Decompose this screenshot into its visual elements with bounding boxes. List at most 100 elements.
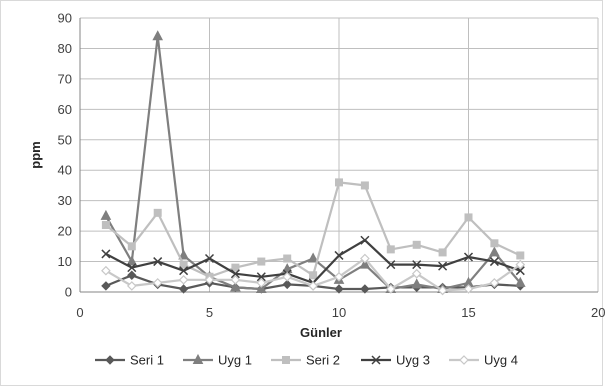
data-point (178, 284, 189, 294)
legend-item-uyg-3: Uyg 3 (361, 353, 430, 368)
y-tick-label: 60 (58, 102, 72, 117)
data-point (334, 284, 344, 294)
y-tick-label: 30 (58, 193, 72, 208)
series-lines (100, 30, 526, 296)
series-uyg-4 (101, 253, 526, 296)
data-point (463, 252, 474, 262)
data-point (230, 269, 240, 279)
data-point (489, 246, 500, 257)
data-point (178, 249, 189, 260)
data-point (514, 276, 526, 287)
y-tick-label: 10 (58, 254, 72, 269)
data-point (411, 278, 423, 289)
x-axis-title: Günler (300, 325, 342, 340)
data-point (101, 281, 111, 291)
legend-marker (192, 353, 204, 364)
legend-marker (459, 355, 469, 365)
legend-label: Seri 2 (306, 353, 340, 368)
legend-label: Uyg 4 (484, 353, 518, 368)
data-point (126, 281, 137, 291)
data-point (153, 208, 162, 217)
data-point (282, 279, 292, 290)
data-point (255, 282, 267, 293)
data-point (359, 258, 371, 269)
data-point (127, 270, 137, 280)
data-point (386, 260, 396, 270)
data-point (437, 285, 448, 296)
data-point (308, 281, 318, 291)
data-point (152, 278, 163, 288)
data-point (179, 266, 189, 276)
data-point (309, 271, 318, 280)
legend-marker (105, 355, 115, 365)
data-point (412, 260, 422, 270)
y-tick-label: 70 (58, 71, 72, 86)
legend-label: Uyg 3 (396, 353, 430, 368)
legend-item-uyg-1: Uyg 1 (183, 353, 252, 368)
data-point (127, 242, 136, 251)
data-point (100, 209, 112, 220)
data-point (204, 253, 215, 264)
tick-labels: 0 10 20 30 40 50 60 70 80 90 0 5 10 15 20 (58, 11, 605, 321)
y-tick-label: 20 (58, 224, 72, 239)
data-point (438, 248, 447, 257)
legend-marker (371, 355, 381, 365)
data-point (360, 181, 369, 190)
x-tick-label: 5 (206, 305, 213, 320)
legend-marker (282, 356, 290, 364)
data-point (490, 239, 499, 248)
data-point (153, 257, 163, 267)
data-point (412, 240, 421, 249)
data-point (335, 178, 343, 187)
series-line-uyg-1 (104, 35, 522, 291)
data-point (360, 235, 370, 245)
data-point (204, 274, 215, 285)
data-point (256, 278, 267, 288)
series-uyg-1 (100, 30, 526, 293)
data-point (489, 257, 499, 267)
data-point (307, 252, 319, 263)
legend: Seri 1 Uyg 1 Seri 2 Uyg 3 Uyg 4 (95, 353, 518, 368)
data-point (230, 281, 241, 292)
data-point (464, 213, 473, 222)
data-point (334, 250, 344, 260)
y-tick-label: 90 (58, 11, 72, 26)
data-point (256, 272, 266, 282)
data-point (515, 266, 525, 276)
legend-label: Seri 1 (130, 353, 164, 368)
data-point (126, 255, 138, 266)
data-point (360, 253, 370, 264)
y-tick-label: 0 (65, 285, 72, 300)
y-axis-title: ppm (28, 141, 43, 168)
x-tick-label: 0 (76, 305, 83, 320)
x-tick-label: 20 (591, 305, 605, 320)
data-point (101, 249, 111, 259)
y-tick-label: 80 (58, 41, 72, 56)
data-point (386, 245, 395, 254)
y-tick-label: 50 (58, 132, 72, 147)
data-point (463, 284, 474, 294)
legend-item-seri-1: Seri 1 (95, 353, 164, 368)
data-point (127, 263, 137, 273)
data-point (516, 251, 525, 260)
x-tick-label: 10 (332, 305, 346, 320)
x-tick-label: 15 (461, 305, 475, 320)
data-point (360, 284, 370, 294)
data-point (152, 30, 164, 41)
gridlines (80, 17, 599, 292)
data-point (178, 274, 189, 285)
data-point (515, 259, 526, 270)
series-line-seri-2 (105, 181, 521, 278)
data-point (231, 263, 240, 272)
data-point (385, 284, 396, 294)
legend-item-seri-2: Seri 2 (271, 353, 340, 368)
data-point (489, 278, 500, 288)
data-point (179, 260, 188, 269)
data-point (282, 271, 293, 282)
legend-item-uyg-4: Uyg 4 (449, 353, 518, 368)
data-point (230, 274, 241, 285)
data-point (411, 268, 422, 279)
data-point (283, 254, 292, 263)
